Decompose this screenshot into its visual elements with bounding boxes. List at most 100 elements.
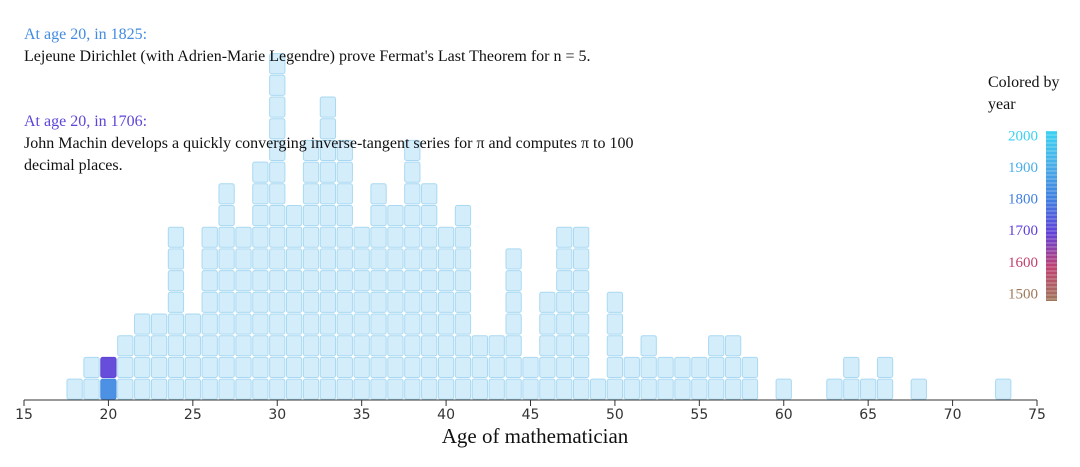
cell: [201, 335, 218, 357]
cell: [505, 313, 522, 335]
cell: [539, 291, 556, 313]
cell: [252, 226, 269, 248]
column: [775, 378, 792, 400]
cell: [285, 335, 303, 357]
cell: [556, 356, 573, 378]
cell: [708, 335, 725, 357]
cell: [421, 226, 438, 248]
cell: [539, 335, 556, 357]
column: [201, 226, 218, 400]
cell: [302, 183, 320, 205]
cell: [454, 270, 472, 292]
column: [285, 205, 303, 400]
cell: [167, 335, 185, 357]
colorbar-tick-label: 2000: [1008, 128, 1038, 144]
cell: [606, 356, 624, 378]
cell: [252, 161, 269, 183]
cell: [235, 356, 252, 378]
cell: [201, 291, 218, 313]
x-axis-label: Age of mathematician: [442, 424, 629, 448]
x-tick-label: 55: [690, 407, 708, 423]
cell: [353, 248, 370, 270]
cell: [724, 356, 742, 378]
colorbar-tick-label: 1900: [1008, 160, 1038, 176]
x-tick-label: 35: [353, 407, 371, 423]
cell: [640, 335, 657, 357]
cell: [167, 356, 185, 378]
cell: [218, 205, 235, 227]
cell: [454, 226, 472, 248]
cell: [370, 183, 387, 205]
column: [657, 356, 674, 400]
cell: [488, 378, 505, 400]
cell: [319, 96, 337, 118]
cell: [336, 205, 353, 227]
cell: [134, 378, 151, 400]
cell: [573, 291, 590, 313]
cell: [336, 161, 353, 183]
cell: [370, 356, 387, 378]
cell: [775, 378, 792, 400]
cell: [252, 248, 269, 270]
cell: [860, 378, 877, 400]
cell: [505, 291, 522, 313]
cell: [370, 291, 387, 313]
cell: [724, 378, 742, 400]
cell: [353, 270, 370, 292]
cell: [66, 378, 83, 400]
cell: [218, 270, 235, 292]
cell: [269, 248, 286, 270]
column: [876, 356, 894, 400]
cell: [285, 205, 303, 227]
cell: [218, 291, 235, 313]
column: [353, 226, 370, 400]
cell: [556, 378, 573, 400]
cell: [218, 313, 235, 335]
column: [623, 356, 640, 400]
column: [421, 183, 438, 400]
cell: [269, 96, 286, 118]
cell: [252, 205, 269, 227]
cell: [150, 335, 168, 357]
cell: [302, 378, 320, 400]
cell: [319, 291, 337, 313]
cell: [319, 118, 337, 140]
cell: [336, 226, 353, 248]
column: [184, 313, 201, 400]
cell: [302, 291, 320, 313]
cell: [167, 313, 185, 335]
column: [522, 356, 539, 400]
cell: [134, 356, 151, 378]
cell: [421, 205, 438, 227]
colorbar-tick-label: 1700: [1008, 223, 1038, 239]
cell: [252, 291, 269, 313]
cell: [285, 226, 303, 248]
cell: [421, 291, 438, 313]
annotation-text: Lejeune Dirichlet (with Adrien-Marie Leg…: [24, 48, 591, 65]
cell: [302, 248, 320, 270]
cell: [83, 356, 100, 378]
cell: [471, 356, 488, 378]
cell: [269, 313, 286, 335]
cell: [319, 183, 337, 205]
column: [150, 313, 168, 400]
cell: [691, 356, 708, 378]
cell: [505, 270, 522, 292]
cell: [302, 356, 320, 378]
cell: [876, 356, 894, 378]
cell: [573, 248, 590, 270]
cell: [995, 378, 1012, 400]
cell: [437, 270, 455, 292]
cell: [387, 291, 404, 313]
cell: [370, 248, 387, 270]
cell: [319, 313, 337, 335]
cell: [404, 270, 421, 292]
cell: [184, 335, 201, 357]
cell: [556, 313, 573, 335]
cell: [285, 291, 303, 313]
cell: [437, 313, 455, 335]
cell: [117, 356, 134, 378]
cell: [606, 313, 624, 335]
cell: [336, 270, 353, 292]
cell: [201, 248, 218, 270]
